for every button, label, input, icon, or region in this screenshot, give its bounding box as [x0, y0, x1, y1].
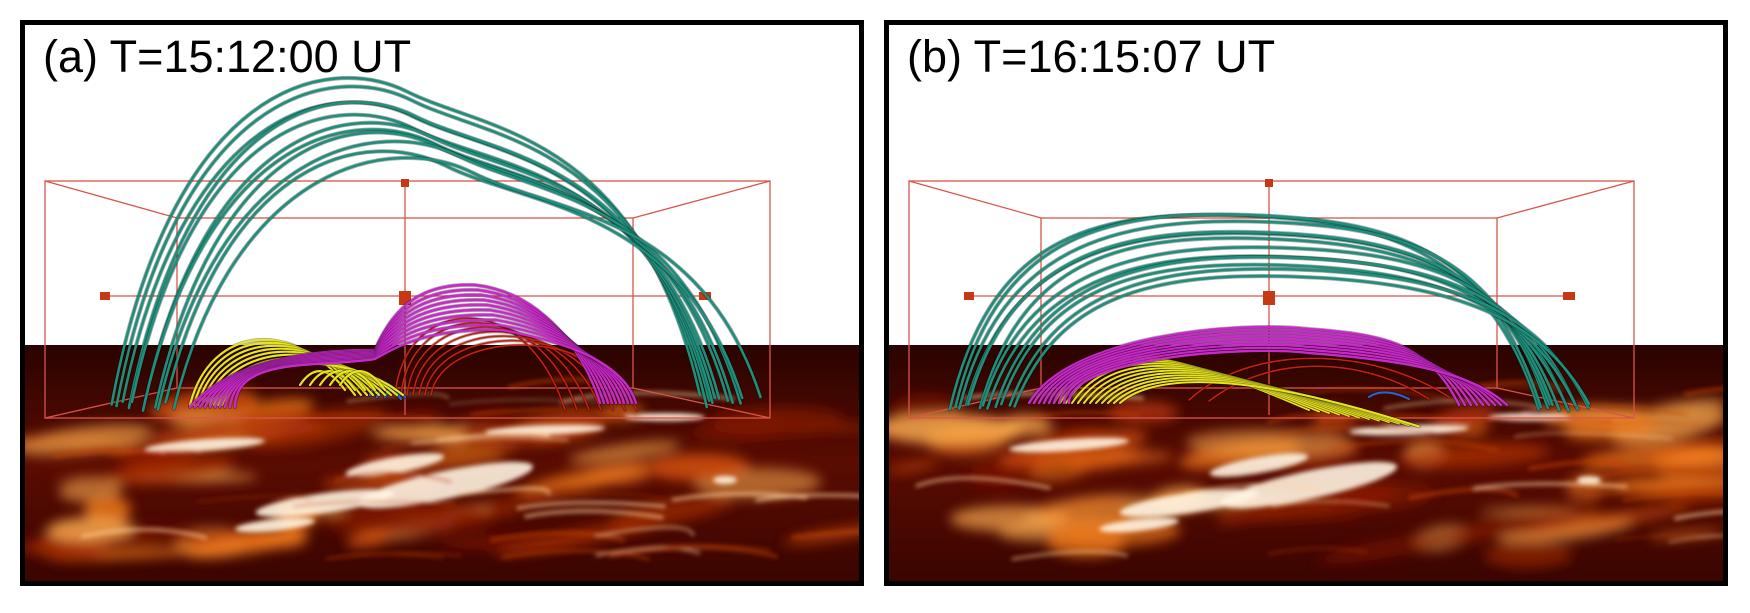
- panel-a: (a) T=15:12:00 UT: [20, 20, 864, 586]
- field-lines-outer: [947, 212, 1591, 413]
- panel-a-render: [25, 75, 859, 581]
- box-handles: [964, 179, 1575, 305]
- panel-b-label: (b) T=16:15:07 UT: [907, 31, 1276, 82]
- panel-b-render: [889, 179, 1723, 581]
- panel-a-label: (a) T=15:12:00 UT: [43, 31, 412, 82]
- panel-b: (b) T=16:15:07 UT: [884, 20, 1728, 586]
- field-lines-outer: [109, 75, 763, 413]
- field-lines-magenta: [1027, 324, 1509, 407]
- field-lines-magenta: [188, 282, 638, 409]
- solar-surface: [25, 345, 859, 581]
- solar-surface: [889, 345, 1723, 581]
